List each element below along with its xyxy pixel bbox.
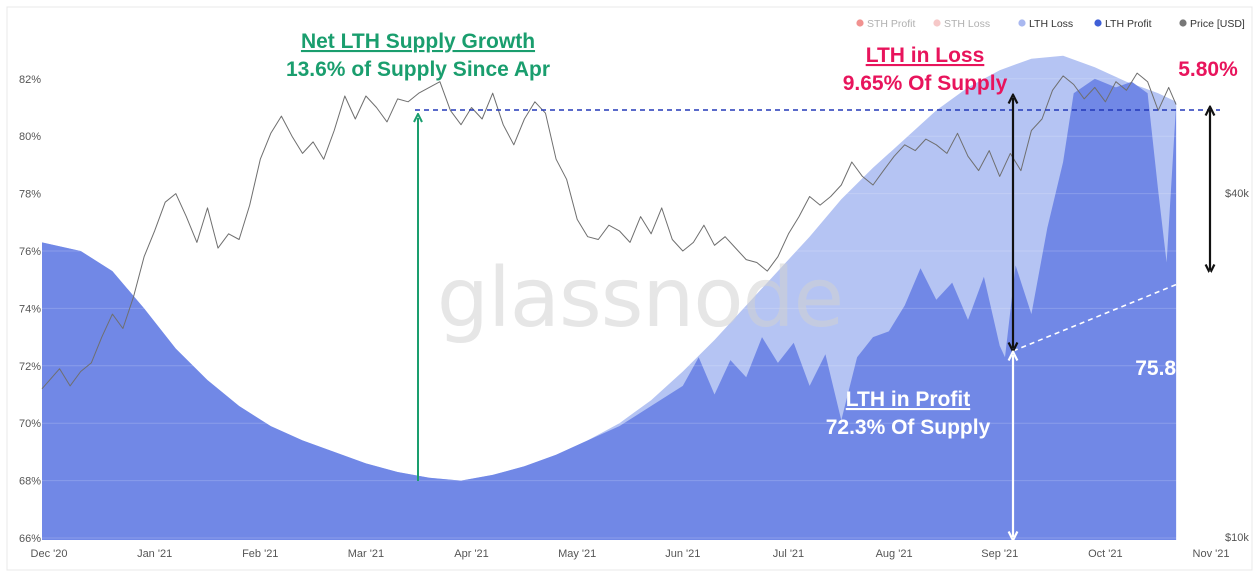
x-tick-label: Oct '21 [1088,548,1123,560]
x-tick-label: Mar '21 [348,548,384,560]
lth-profit-subtitle: 72.3% Of Supply [826,416,991,439]
x-tick-label: Jul '21 [773,548,804,560]
legend-label: STH Profit [867,18,916,30]
legend-swatch [1018,19,1025,26]
x-tick-label: Aug '21 [876,548,913,560]
y-tick-label-right: $40k [1225,188,1249,200]
lth-profit-title: LTH in Profit [846,388,970,411]
legend-label: Price [USD] [1190,18,1245,30]
x-tick-label: Sep '21 [981,548,1018,560]
y-tick-label-right: $10k [1225,532,1249,544]
lth-profit-now-value: 75.8% [1135,357,1195,380]
lth-loss-now-value: 5.80% [1178,58,1238,81]
x-tick-label: May '21 [558,548,596,560]
y-tick-label-left: 78% [19,189,41,201]
lth-supply-chart: glassnode 82% 80% 78% 76% 74% 72% 70% 68% 66% $4… [0,0,1259,577]
legend-label: LTH Profit [1105,18,1152,30]
legend-item[interactable]: Price [USD] [1179,18,1245,30]
y-tick-label-left: 76% [19,246,41,258]
x-tick-label: Jan '21 [137,548,172,560]
legend-swatch [856,19,863,26]
y-tick-label-left: 72% [19,361,41,373]
y-tick-label-left: 82% [19,74,41,86]
legend-swatch [1179,19,1186,26]
x-tick-label: Dec '20 [31,548,68,560]
x-tick-label: Feb '21 [242,548,278,560]
y-tick-label-left: 74% [19,303,41,315]
x-tick-label: Apr '21 [454,548,489,560]
lth-loss-title: LTH in Loss [866,44,985,67]
legend-swatch [1094,19,1101,26]
legend-label: LTH Loss [1029,18,1073,30]
lth-loss-subtitle: 9.65% Of Supply [843,72,1008,95]
net-growth-title: Net LTH Supply Growth [301,30,535,53]
y-tick-label-left: 80% [19,131,41,143]
y-tick-label-left: 70% [19,418,41,430]
legend-swatch [933,19,940,26]
x-tick-label: Nov '21 [1193,548,1230,560]
x-tick-label: Jun '21 [665,548,700,560]
watermark: glassnode [437,251,843,346]
net-growth-subtitle: 13.6% of Supply Since Apr [286,58,550,81]
y-tick-label-left: 68% [19,476,41,488]
y-tick-label-left: 66% [19,533,41,545]
legend-label: STH Loss [944,18,990,30]
